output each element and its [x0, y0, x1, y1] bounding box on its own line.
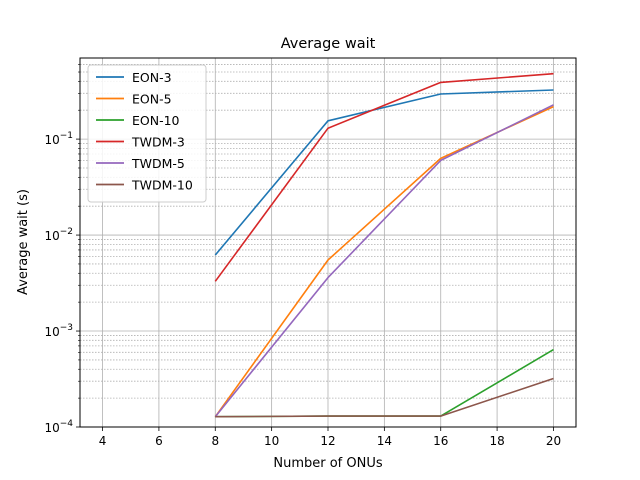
legend-label: TWDM-5: [131, 156, 185, 171]
chart-title: Average wait: [281, 36, 376, 52]
x-tick-label: 18: [489, 434, 504, 448]
x-tick-label: 4: [99, 434, 107, 448]
x-tick-label: 6: [155, 434, 163, 448]
series-line-twdm-10: [215, 377, 554, 418]
series-line-twdm-5: [214, 104, 554, 418]
legend: EON-3 EON-5 EON-10 TWDM-3 TWDM-5 TWDM-10: [87, 64, 207, 203]
x-axis-label: Number of ONUs: [273, 456, 382, 471]
x-tick-label: 14: [377, 434, 392, 448]
x-axis-ticks: 4 6 8 10 12 14 16 18 20: [99, 427, 561, 448]
legend-label: EON-5: [132, 92, 172, 107]
series-line-eon-3: [214, 89, 554, 256]
y-axis-label: Average wait (s): [16, 189, 31, 295]
x-tick-label: 20: [546, 434, 561, 448]
x-tick-label: 16: [433, 434, 448, 448]
series-lines: [214, 72, 554, 418]
x-tick-label: 12: [320, 434, 335, 448]
legend-label: EON-10: [132, 113, 180, 128]
x-tick-label: 10: [264, 434, 279, 448]
series-line-twdm-3: [214, 72, 554, 282]
x-tick-label: 8: [211, 434, 219, 448]
legend-label: EON-3: [132, 70, 172, 85]
legend-label: TWDM-10: [131, 178, 193, 193]
legend-label: TWDM-3: [131, 135, 185, 150]
